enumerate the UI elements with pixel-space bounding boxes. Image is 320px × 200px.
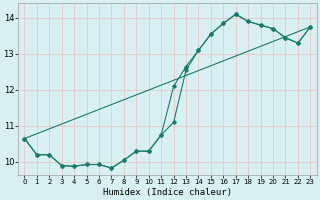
- X-axis label: Humidex (Indice chaleur): Humidex (Indice chaleur): [103, 188, 232, 197]
